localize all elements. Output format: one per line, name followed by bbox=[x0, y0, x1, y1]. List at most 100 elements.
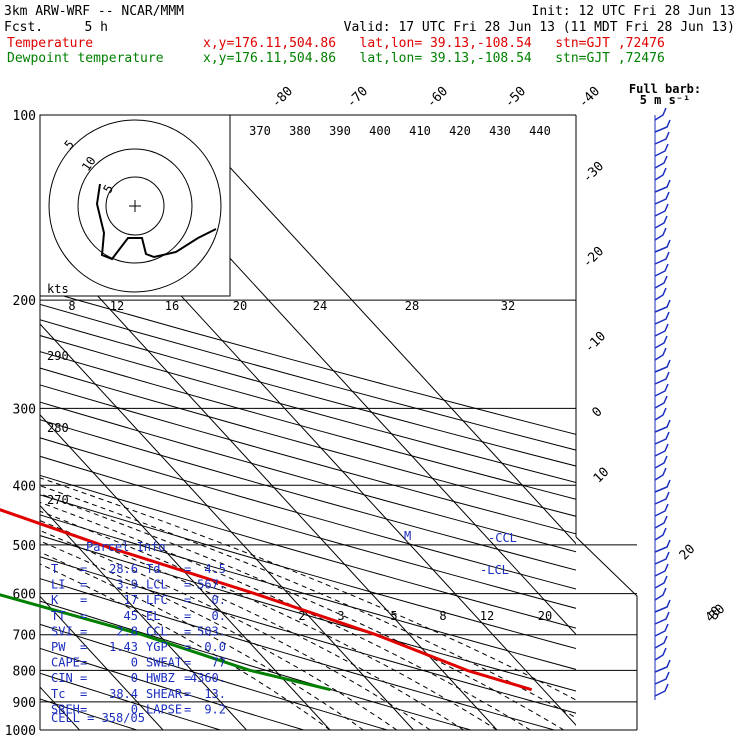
wind-barb bbox=[654, 431, 670, 445]
isotherm-label: -70 bbox=[344, 84, 371, 111]
dry-adiabat-line bbox=[40, 578, 555, 730]
hodograph-units: kts bbox=[47, 282, 69, 296]
wind-barb bbox=[654, 323, 669, 337]
wind-barb bbox=[654, 623, 669, 637]
wind-barb bbox=[654, 155, 668, 169]
theta-label: 390 bbox=[329, 124, 351, 138]
dewpoint-trace bbox=[0, 593, 331, 692]
parcel-equals: = bbox=[80, 593, 87, 607]
wind-barb bbox=[654, 611, 670, 625]
wind-barb bbox=[654, 119, 671, 133]
pressure-tick-label: 900 bbox=[13, 696, 36, 711]
wind-barb bbox=[654, 239, 671, 253]
theta-label: 380 bbox=[289, 124, 311, 138]
parcel-param-value: 4360. bbox=[190, 671, 226, 685]
wind-barb bbox=[654, 251, 670, 265]
wind-barb bbox=[654, 575, 668, 589]
pressure-tick-label: 400 bbox=[13, 479, 36, 494]
isotherm-line bbox=[40, 595, 164, 730]
wind-barb bbox=[654, 515, 668, 529]
theta-label: 370 bbox=[249, 124, 271, 138]
parcel-param-value: 17 bbox=[124, 593, 138, 607]
parcel-equals: = bbox=[80, 702, 87, 716]
parcel-param-value: 38.4 bbox=[109, 687, 138, 701]
parcel-equals: = bbox=[80, 671, 87, 685]
mixing-ratio-label: 20 bbox=[538, 609, 552, 623]
parcel-param-name: SHEAR bbox=[146, 687, 183, 701]
parcel-param-value: 503. bbox=[197, 624, 226, 638]
wind-barb bbox=[654, 227, 667, 241]
parcel-param-name: T bbox=[51, 562, 58, 576]
wind-barbs: Full barb: 5 m s⁻¹ bbox=[629, 82, 701, 700]
parcel-param-name: PW bbox=[51, 640, 66, 654]
dry-adiabat-line bbox=[40, 514, 576, 670]
temperature-trace bbox=[0, 508, 533, 692]
mixing-ratio-label: 32 bbox=[501, 299, 515, 313]
parcel-param-name: SVI bbox=[51, 624, 73, 638]
parcel-equals: = bbox=[184, 609, 191, 623]
pressure-tick-label: 100 bbox=[13, 109, 36, 124]
wind-barb bbox=[654, 311, 670, 325]
wind-barb bbox=[654, 335, 668, 349]
wind-barb bbox=[654, 143, 669, 157]
wind-barb bbox=[654, 167, 667, 181]
wind-barb bbox=[654, 383, 669, 397]
hodograph-ring bbox=[77, 148, 193, 264]
mixing-ratio-label: 24 bbox=[313, 299, 327, 313]
isotherm-label: 10 bbox=[591, 465, 613, 487]
hodograph-ring bbox=[105, 176, 165, 236]
parcel-equals: = bbox=[184, 578, 191, 592]
parcel-param-name: SREH bbox=[51, 702, 80, 716]
barb-legend-units: 5 m s⁻¹ bbox=[640, 93, 691, 107]
parcel-param-value: 0. bbox=[212, 609, 226, 623]
parcel-param-value: 4.5 bbox=[204, 562, 226, 576]
parcel-param-name: EL bbox=[146, 609, 160, 623]
parcel-equals: = bbox=[184, 687, 191, 701]
parcel-info-box: Parcel Info T = 28.6 Td = 4.5 LI = 3.9 LCL = 567. K =… bbox=[51, 540, 226, 725]
mixing-ratio-label: 2 bbox=[298, 609, 305, 623]
parcel-param-value: 45 bbox=[124, 609, 138, 623]
wind-barb bbox=[654, 671, 670, 685]
plot-right-border bbox=[575, 536, 638, 730]
parcel-param-value: 1.43 bbox=[109, 640, 138, 654]
wind-barb bbox=[654, 647, 667, 661]
forecast-hours: 5 h bbox=[85, 20, 108, 35]
isotherm-label: -20 bbox=[580, 244, 607, 271]
isotherm-label: -10 bbox=[582, 329, 609, 356]
parcel-param-name: CIN bbox=[51, 671, 73, 685]
mixing-ratio-label: 12 bbox=[480, 609, 494, 623]
parcel-cell-value: CELL = 358/05 bbox=[51, 711, 145, 725]
parcel-param-value: 0 bbox=[131, 656, 138, 670]
wind-barb bbox=[654, 683, 669, 697]
wind-barb bbox=[654, 419, 671, 433]
theta-label: 290 bbox=[47, 349, 69, 363]
dry-adiabat-line bbox=[40, 351, 576, 500]
wind-barb bbox=[654, 491, 670, 505]
parcel-equals: = bbox=[80, 656, 87, 670]
dewpoint-location: x,y=176.11,504.86 lat,lon= 39.13,-108.54… bbox=[203, 51, 665, 66]
pressure-tick-label: 500 bbox=[13, 539, 36, 554]
mixing-ratio-label: 8 bbox=[439, 609, 446, 623]
pressure-tick-label: 700 bbox=[13, 629, 36, 644]
sounding-traces: -CCL -LCL M bbox=[0, 508, 533, 692]
mixing-ratio-label: 20 bbox=[233, 299, 247, 313]
hodograph: 5 10 5 kts bbox=[39, 114, 231, 297]
parcel-param-value: 567. bbox=[197, 578, 226, 592]
wind-barb bbox=[654, 191, 670, 205]
mixing-ratio-label: 5 bbox=[390, 609, 397, 623]
wind-barb bbox=[654, 539, 671, 553]
wind-barb bbox=[654, 215, 668, 229]
barb-legend-title: Full barb: bbox=[629, 82, 701, 96]
parcel-param-name: LI bbox=[51, 578, 65, 592]
parcel-equals: = bbox=[184, 593, 191, 607]
wind-barb bbox=[654, 287, 667, 301]
theta-label: 430 bbox=[489, 124, 511, 138]
wind-barb bbox=[654, 467, 667, 481]
pressure-tick-label: 200 bbox=[13, 294, 36, 309]
isotherm-label: -40 bbox=[576, 84, 603, 111]
parcel-param-name: Td bbox=[146, 562, 160, 576]
theta-label: 280 bbox=[47, 421, 69, 435]
mixing-ratio-label: 16 bbox=[165, 299, 179, 313]
mixing-ratio-label: 12 bbox=[110, 299, 124, 313]
